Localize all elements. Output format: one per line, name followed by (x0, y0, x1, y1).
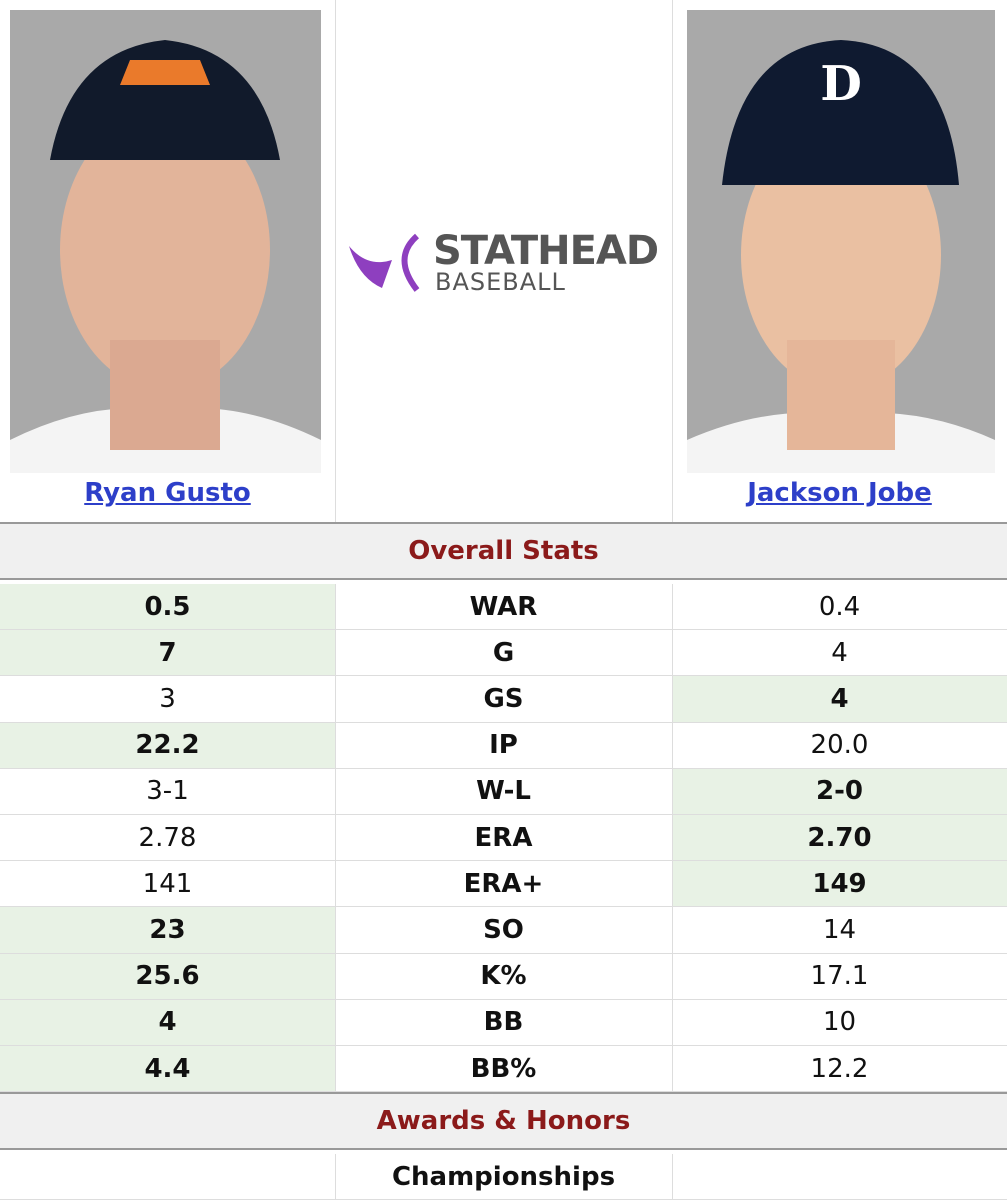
svg-text:D: D (820, 56, 862, 112)
section-title: Awards & Honors (0, 1092, 1007, 1151)
stat-label: SO (335, 907, 672, 954)
stat-value: 4 (672, 630, 1007, 677)
stat-label: IP (335, 723, 672, 769)
stat-value: 23 (0, 907, 335, 954)
photo-art: D (687, 10, 995, 473)
stat-value: 0.4 (672, 584, 1007, 631)
stat-value: 4 (0, 999, 335, 1046)
logo-sub: BASEBALL (435, 268, 566, 296)
stat-value: 0.5 (0, 584, 335, 631)
logo: STATHEAD BASEBALL (347, 228, 667, 298)
stat-value: 141 (0, 861, 335, 908)
stat-label: G (335, 630, 672, 677)
stat-value: 25.6 (0, 953, 335, 1000)
stat-value: 4 (672, 676, 1007, 723)
stat-label: W-L (335, 769, 672, 815)
stat-value: 3 (0, 676, 335, 723)
divider (672, 0, 673, 522)
divider (335, 1154, 336, 1200)
stat-label: BB (335, 1000, 672, 1046)
player-photo (10, 10, 321, 473)
stat-value: 20.0 (672, 723, 1007, 769)
photo-art (10, 10, 321, 473)
stat-label: BB% (335, 1046, 672, 1093)
divider (335, 0, 336, 522)
stat-value: 2.78 (0, 815, 335, 862)
stat-value: 149 (672, 861, 1007, 908)
logo-word: STATHEAD (433, 228, 659, 274)
stat-value: 12.2 (672, 1046, 1007, 1093)
stat-value: 17.1 (672, 954, 1007, 1000)
stat-value: 2.70 (672, 815, 1007, 862)
divider (335, 584, 336, 1093)
divider (672, 584, 673, 1093)
stat-value: 10 (672, 1000, 1007, 1046)
stat-value: 4.4 (0, 1046, 335, 1093)
logo-mark (349, 233, 420, 292)
player-name[interactable]: Ryan Gusto (84, 478, 251, 508)
player-name[interactable]: Jackson Jobe (747, 478, 932, 508)
stat-label: ERA+ (335, 861, 672, 908)
stat-label: WAR (335, 584, 672, 631)
section-title: Overall Stats (0, 522, 1007, 580)
divider (672, 1154, 673, 1200)
stat-label: ERA (335, 815, 672, 862)
player-photo: D (687, 10, 995, 473)
stat-value: 2-0 (672, 768, 1007, 815)
stat-label: K% (335, 954, 672, 1000)
stat-value (0, 1154, 335, 1200)
stat-value: 14 (672, 907, 1007, 954)
stat-value: 7 (0, 630, 335, 677)
stat-value: 22.2 (0, 722, 335, 769)
stat-label: Championships (335, 1154, 672, 1200)
stat-label: GS (335, 676, 672, 723)
stat-value (672, 1154, 1007, 1200)
stat-value: 3-1 (0, 769, 335, 815)
